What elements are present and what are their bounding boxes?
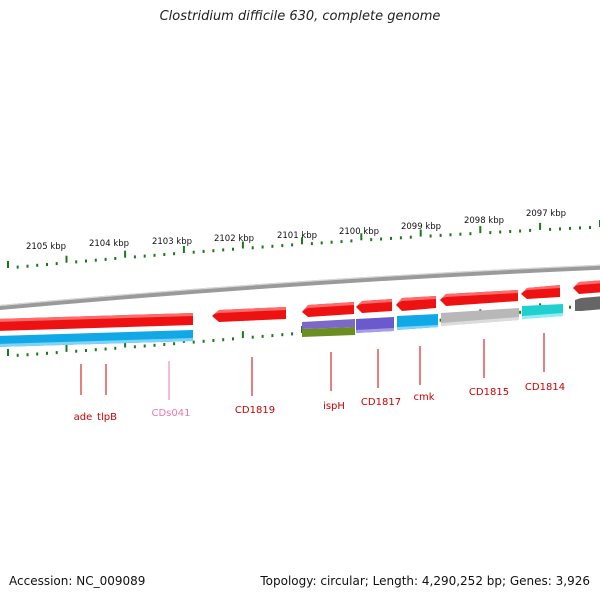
gene-feature-isph[interactable]	[302, 319, 355, 329]
gene-label-cd1815[interactable]: CD1815	[469, 387, 509, 398]
gene-label-cd1819[interactable]: CD1819	[235, 405, 275, 416]
scale-label: 2102 kbp	[214, 234, 254, 244]
genome-stats-label: Topology: circular; Length: 4,290,252 bp…	[260, 574, 590, 588]
outer-scale-ticks	[7, 220, 600, 269]
reverse-strand-features	[0, 304, 563, 347]
scale-label: 2101 kbp	[277, 231, 317, 241]
gene-feature-forward[interactable]	[0, 313, 193, 322]
gene-feature-forward[interactable]	[358, 299, 392, 305]
forward-strand-features	[0, 280, 600, 331]
genome-backbone-highlight	[0, 264, 600, 307]
gene-feature-forward[interactable]	[442, 290, 518, 298]
genome-title: Clostridium difficile 630, complete geno…	[159, 9, 441, 24]
gene-label-cmk[interactable]: cmk	[413, 392, 434, 403]
gene-feature-isph[interactable]	[302, 327, 355, 337]
gene-feature-forward[interactable]	[575, 280, 600, 286]
scale-label: 2103 kbp	[152, 237, 192, 247]
gene-feature-forward[interactable]	[575, 296, 600, 311]
gene-feature-cd1814[interactable]	[522, 313, 563, 319]
gene-feature-cd1815[interactable]	[441, 317, 519, 326]
gene-label-cds041[interactable]: CDs041	[152, 408, 191, 419]
gene-label-ade[interactable]: ade	[74, 412, 93, 423]
gene-label-cd1817[interactable]: CD1817	[361, 397, 401, 408]
scale-label: 2100 kbp	[339, 227, 379, 237]
scale-label: 2099 kbp	[401, 222, 441, 232]
gene-feature-forward[interactable]	[398, 296, 436, 303]
gene-feature-forward[interactable]	[304, 302, 354, 310]
gene-feature-forward[interactable]	[523, 285, 560, 292]
scale-label: 2105 kbp	[26, 242, 66, 252]
gene-label-tlpb[interactable]: tlpB	[97, 412, 117, 423]
scale-label: 2098 kbp	[464, 216, 504, 226]
gene-labels: ade tlpB CDs041 CD1819 ispH CD1817 cmk CD1815 CD…	[74, 333, 565, 423]
accession-label: Accession: NC_009089	[9, 574, 146, 588]
gene-feature-reverse[interactable]	[0, 338, 193, 347]
gene-label-cd1814[interactable]: CD1814	[525, 382, 565, 393]
gene-feature-cd1817[interactable]	[356, 328, 394, 333]
genome-backbone	[0, 264, 600, 311]
scale-labels: 2105 kbp 2104 kbp 2103 kbp 2102 kbp 2101 kbp…	[26, 209, 566, 252]
scale-label: 2104 kbp	[89, 239, 129, 249]
gene-feature-cmk[interactable]	[397, 325, 438, 330]
gene-label-isph[interactable]: ispH	[323, 401, 345, 412]
gene-feature-cd1819[interactable]	[214, 307, 286, 314]
scale-label: 2097 kbp	[526, 209, 566, 219]
